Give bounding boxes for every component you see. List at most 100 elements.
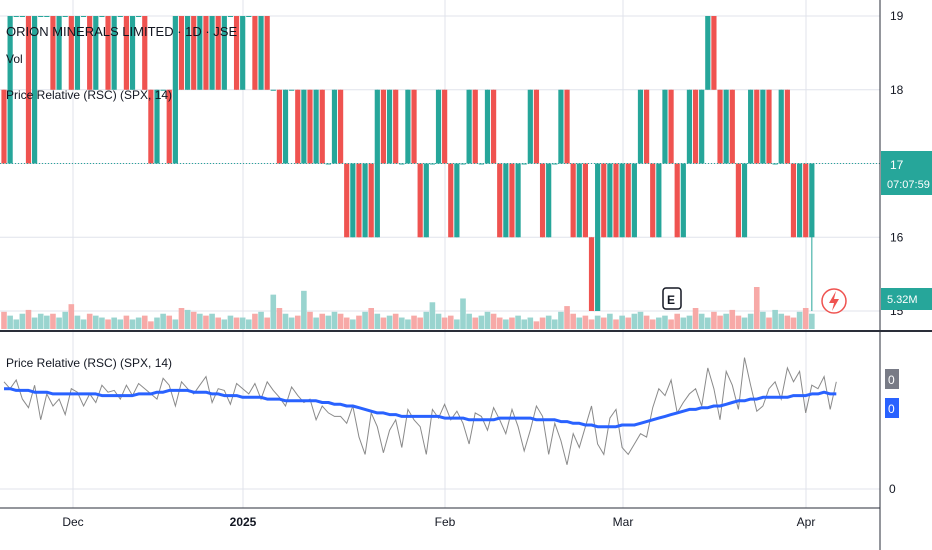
rsc-badge-blue-value: 0 (888, 402, 895, 416)
candle-body (754, 89, 760, 164)
candle-body (625, 163, 631, 238)
candle-body (93, 16, 99, 90)
volume-bar (68, 304, 75, 329)
rsc-pane (0, 357, 880, 490)
rsc-line (3, 357, 837, 465)
candle-body (692, 89, 699, 164)
earnings-marker[interactable]: E (662, 287, 682, 310)
candle-body (264, 16, 270, 90)
volume-bar (417, 317, 423, 329)
bar-countdown: 07:07:59 (887, 179, 930, 191)
volume-bar (649, 319, 656, 329)
volume-bar (460, 298, 466, 329)
volume-bar (93, 315, 99, 329)
volume-bar (760, 311, 766, 329)
volume-bar (429, 302, 436, 329)
candle-body (246, 16, 252, 17)
volume-bar (539, 317, 546, 329)
candle-body (723, 89, 729, 164)
volume-bar (270, 294, 277, 329)
candle-body (105, 16, 111, 90)
time-tick-label: Mar (613, 515, 634, 529)
rsc-axis[interactable]: 0 (889, 482, 896, 496)
candle-body (136, 16, 142, 17)
time-tick-label: Dec (62, 515, 83, 529)
volume-bar (160, 313, 166, 329)
candle-body (711, 16, 717, 90)
candle-body (539, 163, 546, 238)
candle-body (356, 163, 362, 238)
volume-bar (747, 313, 754, 329)
volume-bar (594, 315, 601, 329)
volume-bar (686, 315, 693, 329)
candle-body (484, 89, 491, 164)
rsc-badge-gray-value: 0 (888, 373, 895, 387)
volume-bar (503, 319, 509, 329)
volume-bar (613, 319, 619, 329)
volume-bar (264, 317, 270, 329)
candle-body (270, 89, 276, 91)
volume-bar (735, 315, 742, 329)
volume-bar (741, 317, 748, 329)
candle-body (435, 89, 442, 164)
candle-body (166, 89, 172, 164)
candle-body (644, 89, 650, 164)
volume-bar (552, 319, 558, 329)
candle-body (509, 163, 515, 238)
volume-bar (252, 313, 258, 329)
price-tick-label: 16 (890, 230, 904, 244)
candle-body (558, 89, 564, 164)
volume-bar (772, 309, 778, 329)
candle-body (178, 16, 185, 90)
candle-body (282, 89, 289, 164)
volume-bar (778, 313, 785, 329)
candle-body (301, 89, 307, 164)
candle-body (784, 89, 790, 164)
candle-body (233, 16, 240, 90)
candle-body (442, 89, 448, 164)
candle-body (454, 163, 460, 238)
candle-body (735, 163, 741, 238)
candle-body (686, 89, 693, 164)
volume-bar (37, 313, 44, 329)
candle-body (582, 163, 588, 238)
volume-bar (44, 315, 50, 329)
candle-body (185, 16, 191, 90)
rsc-badge-gray: 0 (885, 369, 899, 389)
candle-body (521, 163, 527, 165)
candle-body (142, 16, 148, 90)
candle-body (380, 89, 387, 164)
candle-body (546, 163, 552, 238)
candle-body (215, 16, 221, 90)
candle-body (588, 237, 595, 311)
indicator-legend-main[interactable]: Price Relative (RSC) (SPX, 14) (6, 88, 173, 102)
volume-bar (74, 315, 81, 329)
volume-bar (582, 315, 589, 329)
volume-bar (166, 315, 173, 329)
volume-bar (19, 313, 26, 329)
volume-bar (637, 311, 644, 329)
volume-bar (276, 308, 283, 329)
candle-body (313, 89, 319, 164)
volume-bar (319, 313, 326, 329)
volume-bar (472, 317, 479, 329)
lightning-icon[interactable] (821, 288, 847, 314)
candle-body (80, 16, 87, 17)
volume-bar (368, 308, 374, 329)
time-axis[interactable]: Dec 2025 Feb Mar Apr (62, 515, 815, 529)
volume-bar (50, 313, 56, 329)
symbol-title[interactable]: ORION MINERALS LIMITED · 1D · JSE (6, 24, 238, 39)
candle-body (478, 163, 484, 165)
volume-bar (796, 311, 803, 329)
volume-bar (619, 315, 625, 329)
indicator-legend-pane[interactable]: Price Relative (RSC) (SPX, 14) (6, 356, 173, 370)
volume-bar (172, 319, 179, 329)
candle-body (797, 163, 803, 238)
candle-body (705, 16, 711, 90)
candle-body (533, 89, 540, 164)
candle-body (295, 89, 301, 164)
candle-body (68, 16, 74, 90)
rsc-badge-blue: 0 (885, 398, 899, 418)
volume-legend[interactable]: Vol (6, 52, 23, 66)
candle-body (650, 163, 656, 238)
